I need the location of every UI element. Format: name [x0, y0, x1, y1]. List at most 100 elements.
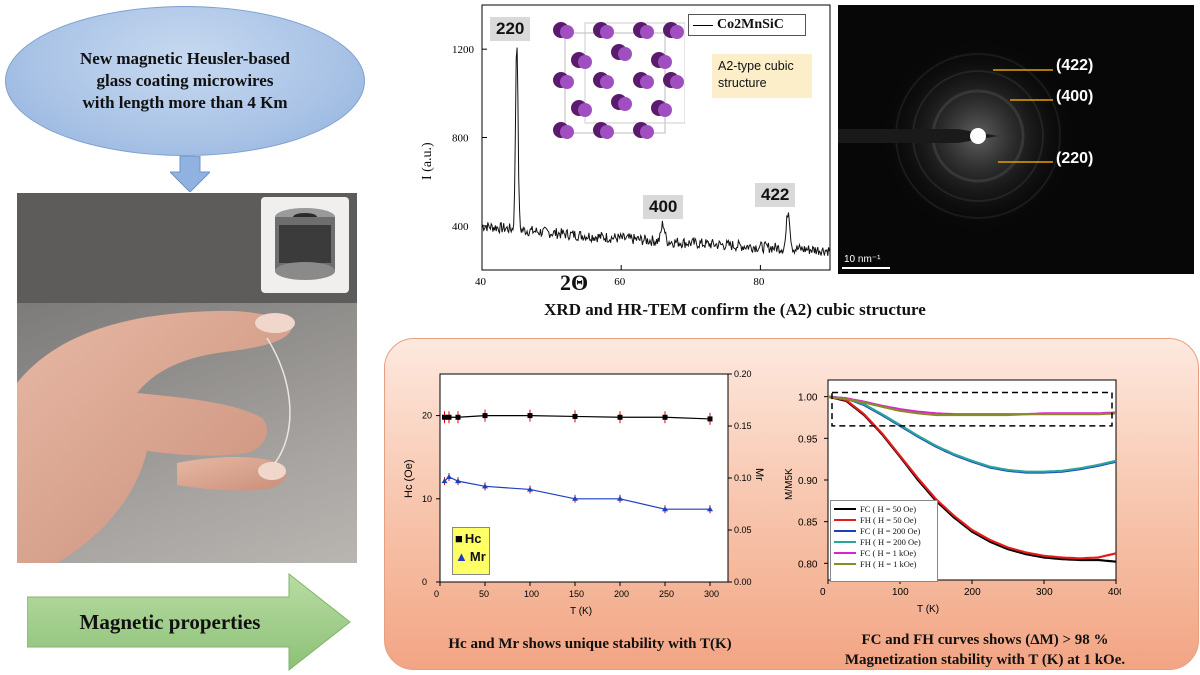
legend-hc: ■ Hc [455, 531, 482, 546]
xrd-xtick-label: 40 [475, 276, 487, 288]
intro-line-3: with length more than 4 Km [82, 93, 288, 112]
crystal-atom [640, 125, 654, 139]
legend-label: FC ( H = 200 Oe) [860, 525, 921, 536]
xrd-ylabel: I (a.u.) [420, 142, 435, 180]
fc-fh-legend-item: FH ( H = 200 Oe) [834, 536, 934, 547]
hc-point [617, 414, 623, 420]
crystal-atom [658, 103, 672, 117]
fc-fh-xtick-label: 100 [892, 587, 909, 598]
crystal-atom [618, 97, 632, 111]
crystal-atom [658, 55, 672, 69]
mr-point [446, 473, 452, 479]
hc-mr-ytick-left-label: 10 [422, 494, 432, 504]
fc-fh-ytick-label: 0.90 [798, 476, 818, 487]
tem-label-220: (220) [1056, 150, 1094, 167]
fc-fh-caption: FC and FH curves shows (ΔM) > 98 % Magne… [800, 630, 1170, 670]
down-arrow-icon [170, 156, 210, 192]
legend-label: FH ( H = 200 Oe) [860, 536, 921, 547]
legend-swatch [834, 529, 856, 532]
fc-fh-legend-item: FC ( H = 200 Oe) [834, 525, 934, 536]
hc-mr-xtick-label: 50 [479, 589, 489, 599]
fc-fh-legend-item: FH ( H = 50 Oe) [834, 514, 934, 525]
xrd-plot-frame [481, 4, 831, 271]
hc-mr-ylabel-left: Hc (Oe) [403, 460, 415, 499]
hc-point [572, 413, 578, 419]
crystal-atom [560, 125, 574, 139]
crystal-atom [578, 55, 592, 69]
legend-mr: ▲ Mr [455, 549, 486, 564]
tem-label-422: (422) [1056, 57, 1094, 74]
hc-mr-ytick-right-label: 0.10 [734, 473, 752, 483]
hc-mr-xtick-label: 250 [659, 589, 674, 599]
fc-fh-series-line [827, 395, 1117, 473]
fc-fh-ytick-label: 1.00 [798, 393, 818, 404]
hc-mr-xtick-label: 100 [524, 589, 539, 599]
legend-swatch [834, 507, 856, 510]
crystal-atom [670, 25, 684, 39]
hc-mr-ylabel-right: Mr [753, 468, 765, 481]
xrd-chart: 40 60 80 400 800 1200 [452, 4, 831, 288]
fc-fh-xlabel: T (K) [917, 604, 939, 615]
mr-point [707, 506, 713, 512]
mr-point [455, 478, 461, 484]
fc-fh-xtick-label: 300 [1036, 587, 1053, 598]
fc-fh-xtick-label: 400 [1108, 587, 1121, 598]
crystal-atom [560, 75, 574, 89]
xrd-xtick-label: 60 [614, 276, 626, 288]
fc-fh-legend-item: FH ( H = 1 kOe) [834, 558, 934, 569]
xrd-xlabel: 2Θ [560, 270, 589, 295]
hc-point [482, 413, 488, 419]
tem-label-400: (400) [1056, 88, 1094, 105]
legend-swatch [834, 518, 856, 521]
legend-hc-label: Hc [464, 531, 482, 546]
fc-fh-ylabel: M/M5K [784, 468, 795, 500]
xrd-series-line [481, 47, 830, 256]
crystal-frame-back [584, 22, 685, 124]
hc-point [442, 414, 447, 420]
tem-diffraction-image: (422) (400) (220) 10 nm⁻¹ [838, 5, 1194, 274]
spool-icon [275, 208, 335, 280]
crystal-structure-note: A2-type cubic structure [712, 54, 812, 98]
stability-highlight-box [831, 391, 1113, 427]
crystal-atom [640, 25, 654, 39]
legend-label: FH ( H = 1 kOe) [860, 558, 917, 569]
hc-mr-legend: ■ Hc ▲ Mr [452, 527, 490, 575]
tem-scale-bar-label: 10 nm⁻¹ [844, 254, 881, 265]
xrd-legend: Co2MnSiC [688, 14, 806, 36]
hc-point [527, 413, 533, 419]
diffraction-pattern [838, 36, 1078, 269]
mr-point [482, 483, 488, 489]
intro-ellipse: New magnetic Heusler-based glass coating… [5, 6, 365, 156]
mr-point [617, 495, 623, 501]
hc-mr-xtick-label: 0 [434, 589, 439, 599]
xrd-ytick-label: 1200 [452, 44, 475, 56]
crystal-atom [600, 75, 614, 89]
xrd-xtick-label: 80 [753, 276, 765, 288]
hc-mr-ytick-left-label: 0 [422, 577, 427, 587]
legend-swatch [834, 562, 856, 565]
spool-inset [261, 197, 349, 293]
intro-line-1: New magnetic Heusler-based [80, 49, 290, 68]
xrd-caption: XRD and HR-TEM confirm the (A2) cubic st… [544, 300, 926, 319]
fc-fh-chart: 0 100 200 300 400 0.80 0.85 0.90 0.95 1.00 M/M5K T … [784, 379, 1121, 615]
mr-point [441, 478, 448, 484]
mr-point [662, 506, 668, 512]
fc-fh-legend-item: FC ( H = 1 kOe) [834, 547, 934, 558]
legend-swatch [834, 551, 856, 554]
crystal-atom [560, 25, 574, 39]
legend-mr-label: Mr [469, 549, 486, 564]
xrd-ytick-label: 800 [452, 133, 469, 145]
xrd-legend-line [693, 24, 713, 26]
fc-fh-ytick-label: 0.80 [798, 559, 818, 570]
crystal-atom [618, 47, 632, 61]
legend-label: FC ( H = 50 Oe) [860, 503, 917, 514]
xrd-peak-label-220: 220 [490, 17, 531, 41]
crystal-atom [640, 75, 654, 89]
hc-mr-ytick-right-label: 0.20 [734, 369, 752, 379]
fc-fh-caption-line-1: FC and FH curves shows (ΔM) > 98 % [861, 632, 1109, 648]
crystal-atom [578, 103, 592, 117]
fc-fh-legend: FC ( H = 50 Oe) FH ( H = 50 Oe) FC ( H = 2… [830, 500, 938, 582]
hc-mr-caption: Hc and Mr shows unique stability with T(… [448, 636, 732, 652]
hc-mr-ytick-right-label: 0.00 [734, 577, 752, 587]
hc-point [446, 414, 452, 420]
